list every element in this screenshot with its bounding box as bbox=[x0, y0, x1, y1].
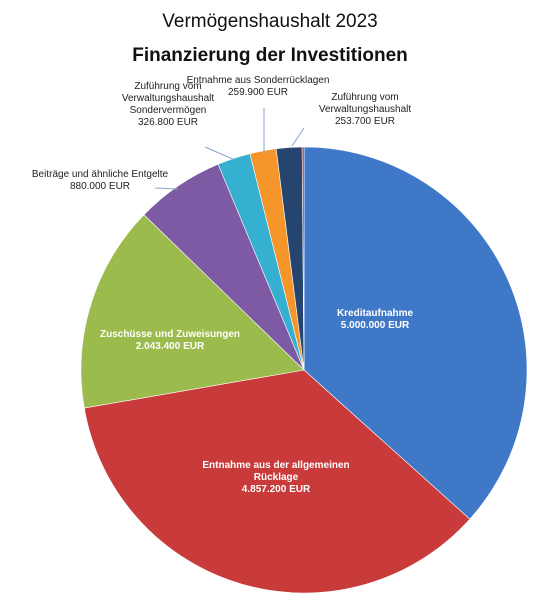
slice-label-4: Zuführung vom Verwaltungshaushalt Sonderve… bbox=[122, 81, 215, 128]
label-leader-lines bbox=[154, 108, 305, 190]
slice-label-3: Beiträge und ähnliche Entgelte 880.000 EU… bbox=[32, 169, 169, 192]
slice-label-line: Zuführung vom bbox=[331, 92, 398, 103]
leader-line-6 bbox=[291, 127, 305, 147]
slice-label-line: Entnahme aus der allgemeinen bbox=[202, 460, 349, 471]
slice-label-line: Rücklage bbox=[254, 472, 299, 483]
pie-slices bbox=[80, 146, 528, 594]
slice-label-1: Entnahme aus der allgemeinen Rücklage 4.85… bbox=[202, 460, 349, 495]
leader-line-3 bbox=[154, 187, 179, 190]
pie-slice-0 bbox=[303, 146, 528, 520]
slice-label-line: 4.857.200 EUR bbox=[242, 484, 311, 495]
slice-label-line: Sondervermögen bbox=[130, 105, 207, 116]
slice-label-line: Verwaltungshaushalt bbox=[122, 93, 215, 104]
chart-subtitle: Finanzierung der Investitionen bbox=[132, 45, 408, 66]
slice-label-line: Entnahme aus Sonderrücklagen bbox=[187, 75, 330, 86]
slice-labels: Kreditaufnahme 5.000.000 EUR Entnahme aus … bbox=[32, 75, 414, 495]
slice-label-2: Zuschüsse und Zuweisungen 2.043.400 EUR bbox=[100, 329, 240, 352]
slice-label-6: Zuführung vom Verwaltungshaushalt 253.700 … bbox=[319, 92, 412, 127]
leader-line-4 bbox=[204, 146, 236, 161]
chart-title: Vermögenshaushalt 2023 bbox=[162, 11, 378, 32]
slice-label-line: Zuschüsse und Zuweisungen bbox=[100, 329, 240, 340]
slice-label-line: Kreditaufnahme bbox=[337, 308, 414, 319]
pie-slice-7 bbox=[301, 146, 305, 371]
pie-slice-1 bbox=[83, 369, 471, 594]
slice-label-line: 253.700 EUR bbox=[335, 116, 395, 127]
pie-slice-2 bbox=[80, 214, 305, 409]
slice-label-line: Beiträge und ähnliche Entgelte bbox=[32, 169, 169, 180]
slice-label-line: 2.043.400 EUR bbox=[136, 341, 205, 352]
slice-label-line: Verwaltungshaushalt bbox=[319, 104, 412, 115]
slice-label-0: Kreditaufnahme 5.000.000 EUR bbox=[337, 308, 414, 331]
slice-label-line: 880.000 EUR bbox=[70, 181, 130, 192]
slice-label-line: 5.000.000 EUR bbox=[341, 320, 410, 331]
slice-label-line: 326.800 EUR bbox=[138, 117, 198, 128]
slice-label-5: Entnahme aus Sonderrücklagen 259.900 EUR bbox=[187, 75, 330, 98]
slice-label-line: 259.900 EUR bbox=[228, 87, 288, 98]
slice-label-line: Zuführung vom bbox=[134, 81, 201, 92]
